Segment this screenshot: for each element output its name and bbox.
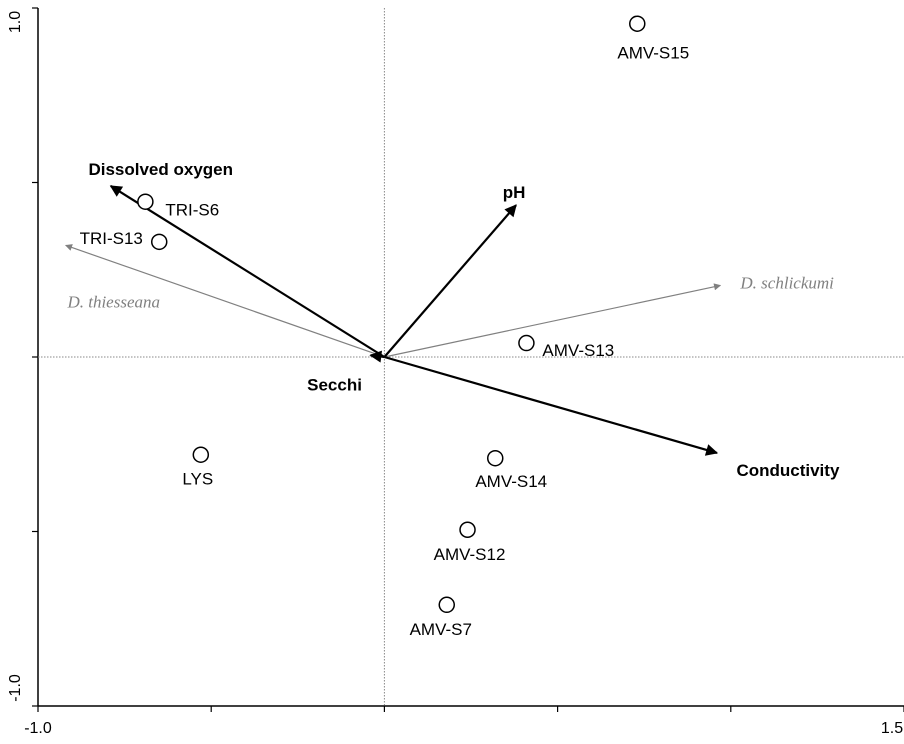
environmental-arrow: [369, 350, 385, 363]
site-label: AMV-S14: [475, 472, 547, 491]
site-label: AMV-S13: [542, 341, 614, 360]
site-label: LYS: [182, 470, 213, 489]
environmental-arrow: [109, 185, 385, 358]
environmental-label: Conductivity: [736, 461, 839, 480]
axis-ticks: -1.0 1.5 1.0 -1.0: [7, 7, 904, 737]
site-point: [518, 334, 535, 352]
site-point: [192, 446, 210, 463]
site-label: AMV-S7: [410, 620, 472, 639]
environmental-label: pH: [503, 183, 526, 202]
species-arrow: [65, 244, 385, 358]
x-tick-label: -1.0: [24, 720, 52, 737]
site-point: [459, 521, 476, 539]
environmental-label: Secchi: [307, 375, 362, 394]
species-arrow: [384, 283, 722, 358]
site-label: TRI-S6: [165, 201, 219, 220]
site-points: AMV-S15 TRI-S6 TRI-S13 AMV-S13 LYS AMV-S14 AMV…: [80, 15, 689, 639]
reference-lines: [38, 8, 904, 706]
site-point: [438, 596, 456, 614]
environmental-label: Dissolved oxygen: [88, 160, 233, 179]
site-label: TRI-S13: [80, 229, 143, 248]
y-tick-label: -1.0: [7, 674, 24, 702]
environmental-arrow: [383, 204, 517, 358]
site-label: AMV-S15: [617, 44, 689, 63]
site-label: AMV-S12: [434, 545, 506, 564]
site-point: [137, 193, 154, 210]
site-point: [150, 233, 168, 251]
species-label: D. thiesseana: [66, 292, 160, 311]
y-tick-label: 1.0: [7, 11, 24, 33]
x-tick-label: 1.5: [881, 720, 903, 737]
species-vectors: D. thiesseana D. schlickumi: [65, 244, 834, 358]
species-label: D. schlickumi: [739, 273, 834, 292]
site-point: [486, 449, 504, 467]
site-point: [629, 15, 646, 32]
environmental-arrow: [384, 355, 719, 456]
environmental-vectors: Dissolved oxygen pH Conductivity Secchi: [88, 160, 839, 480]
